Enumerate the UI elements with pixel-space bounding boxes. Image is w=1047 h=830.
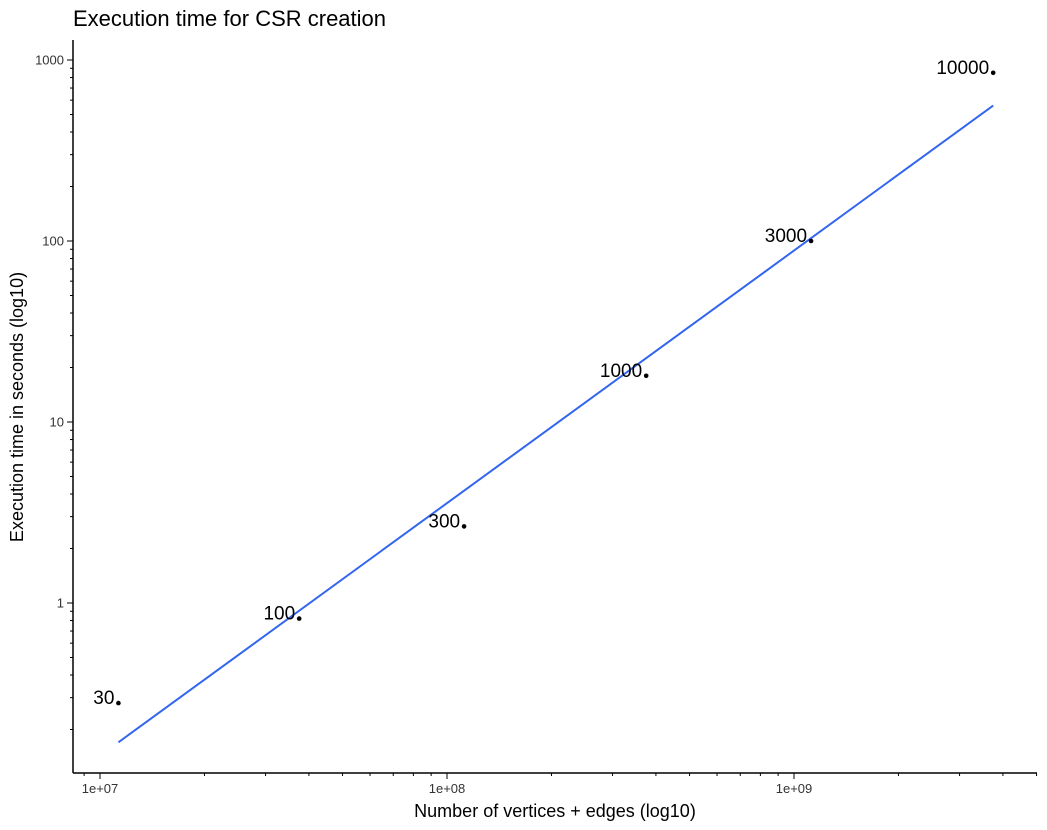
x-axis-title: Number of vertices + edges (log10) <box>414 801 696 821</box>
data-point-label: 30 <box>93 688 114 709</box>
chart-title: Execution time for CSR creation <box>73 6 386 31</box>
data-point-label: 100 <box>263 604 295 625</box>
regression-line <box>117 104 994 744</box>
x-tick-label: 1e+08 <box>429 781 466 796</box>
x-ticks: 1e+07 1e+08 1e+09 <box>82 773 813 796</box>
x-tick-label: 1e+09 <box>776 781 813 796</box>
data-point <box>990 70 996 76</box>
data-point-label: 300 <box>428 511 460 532</box>
y-minor-ticks <box>70 67 73 731</box>
data-point <box>116 700 121 706</box>
data-point-label: 3000 <box>765 226 807 247</box>
axes <box>72 40 1037 774</box>
x-tick-label: 1e+07 <box>82 781 119 796</box>
data-point-label: 1000 <box>600 361 642 382</box>
y-tick-label: 10 <box>50 415 64 430</box>
y-ticks: 1 10 100 1000 <box>35 53 73 611</box>
data-point-label: 10000 <box>936 58 989 79</box>
data-points: 30 100 300 1000 3000 10000 <box>93 58 996 709</box>
x-minor-ticks <box>83 773 1038 776</box>
y-tick-label: 1 <box>57 596 64 611</box>
y-tick-label: 100 <box>42 234 64 249</box>
data-point <box>461 524 467 529</box>
data-point <box>808 238 814 244</box>
y-tick-label: 1000 <box>35 53 64 68</box>
data-point <box>296 616 302 621</box>
data-point <box>643 373 649 379</box>
y-axis-title: Execution time in seconds (log10) <box>7 272 27 542</box>
